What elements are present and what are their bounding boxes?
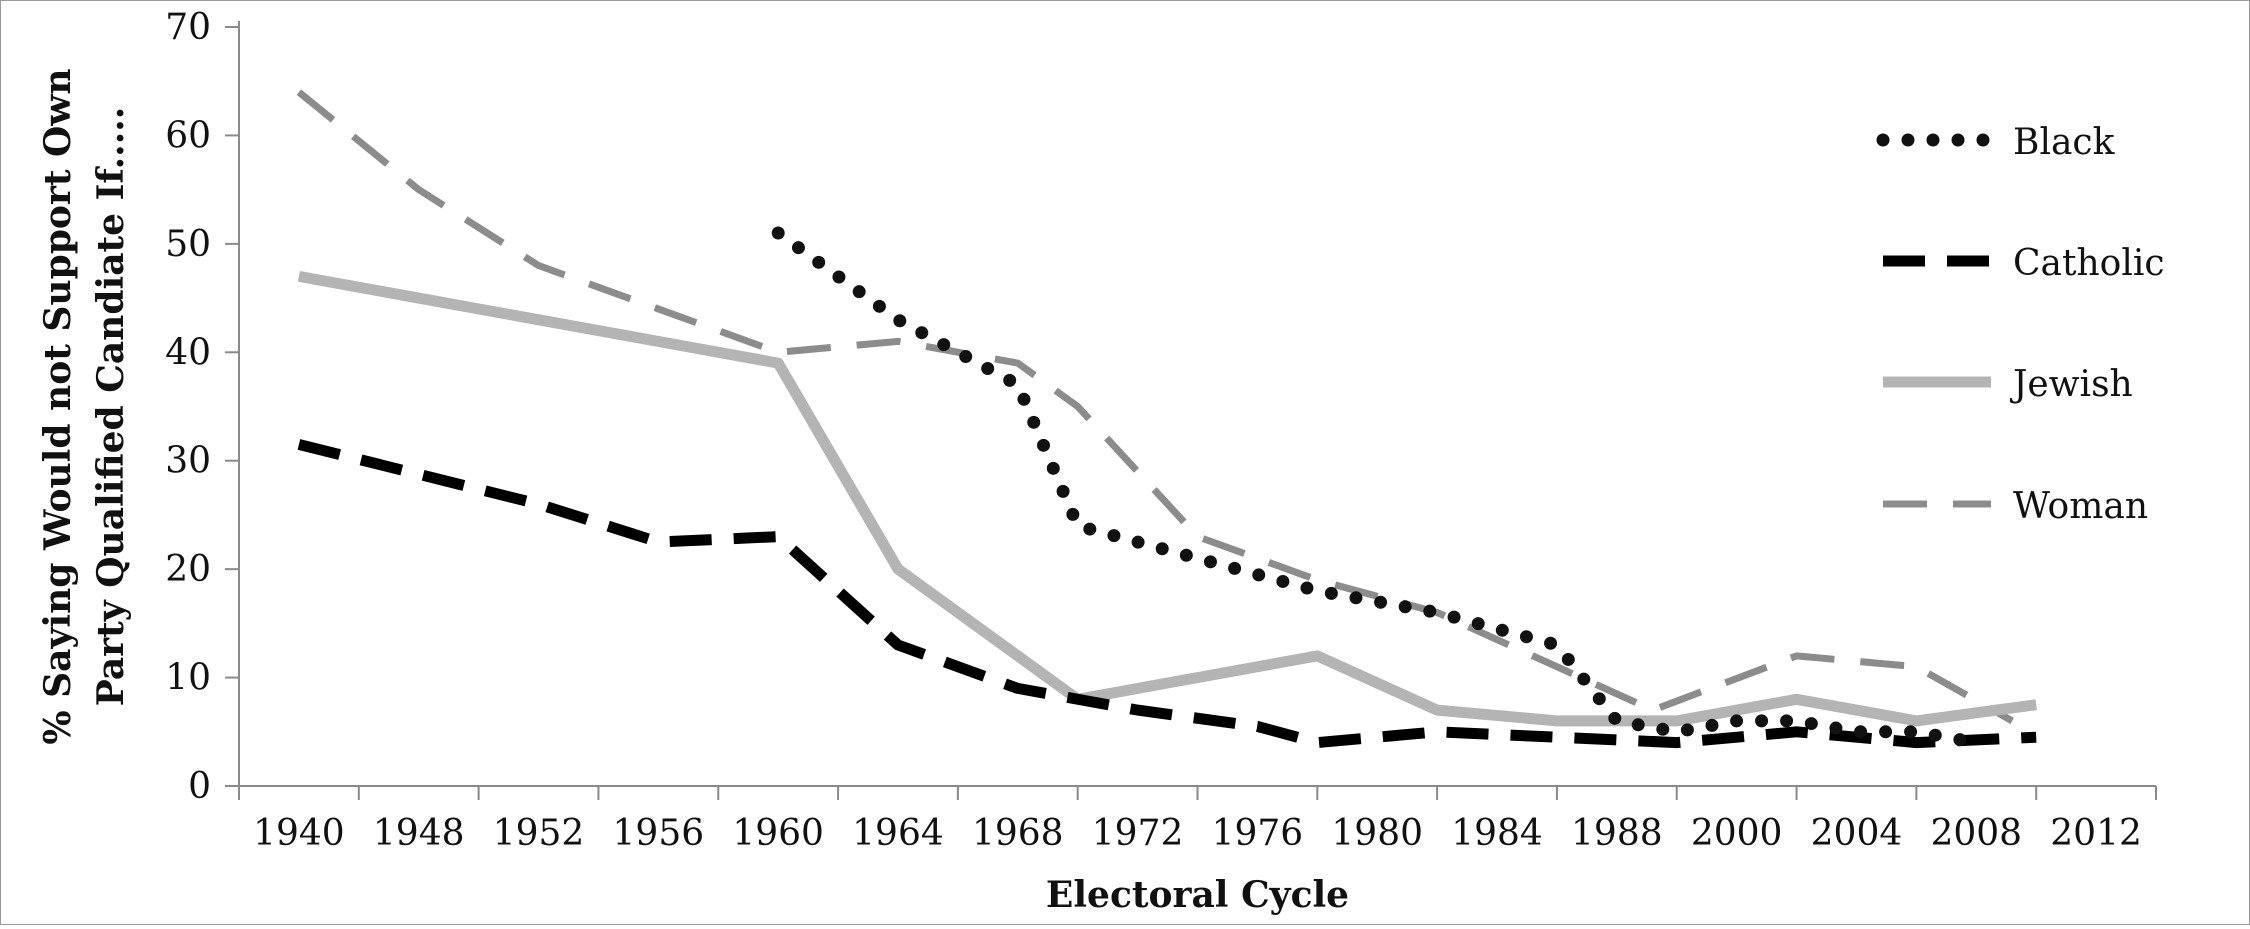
x-tick-label: 1964 bbox=[852, 813, 944, 854]
y-tick-label: 0 bbox=[188, 766, 211, 807]
legend-label-jewish: Jewish bbox=[2009, 364, 2133, 405]
x-tick-label: 1956 bbox=[613, 813, 705, 854]
series-line-catholic bbox=[297, 439, 2037, 749]
x-tick-label: 1952 bbox=[493, 813, 585, 854]
x-tick-label: 1976 bbox=[1212, 813, 1304, 854]
x-tick-label: 1940 bbox=[253, 813, 345, 854]
x-tick-label: 1988 bbox=[1571, 813, 1663, 854]
x-axis-title: Electoral Cycle bbox=[1046, 874, 1349, 916]
y-tick-label: 60 bbox=[165, 115, 211, 156]
series-layer bbox=[296, 89, 2037, 750]
y-axis-title-line1: % Saying Would not Support Own bbox=[37, 68, 79, 744]
y-tick-label: 20 bbox=[165, 549, 211, 590]
x-tick-label: 2004 bbox=[1811, 813, 1903, 854]
y-tick-label: 70 bbox=[165, 7, 211, 48]
x-tick-label: 1980 bbox=[1331, 813, 1423, 854]
legend-label-black: Black bbox=[2013, 122, 2116, 163]
x-tick-label: 1968 bbox=[972, 813, 1064, 854]
y-tick-label: 10 bbox=[165, 658, 211, 699]
series-line-black bbox=[771, 226, 1983, 750]
axes: 0 10 20 30 40 50 60 70 1940 1948 1952 1956 1960 1964 1… bbox=[165, 7, 2157, 854]
x-tick-label: 2012 bbox=[2050, 813, 2142, 854]
axis-titles: Electoral Cycle % Saying Would not Suppor… bbox=[37, 68, 1349, 916]
legend-label-catholic: Catholic bbox=[2013, 243, 2165, 284]
series-line-jewish bbox=[297, 270, 2037, 727]
x-tick-label: 1984 bbox=[1451, 813, 1543, 854]
series-line-woman bbox=[296, 89, 2014, 724]
legend: Black Catholic Jewish Woman bbox=[1876, 122, 2165, 527]
x-tick-label: 1972 bbox=[1092, 813, 1184, 854]
y-tick-label: 50 bbox=[165, 224, 211, 265]
y-axis-title-line2: Party Qualified Candiate If..... bbox=[90, 107, 132, 707]
y-tick-label: 30 bbox=[165, 441, 211, 482]
x-tick-label: 1960 bbox=[732, 813, 824, 854]
legend-label-woman: Woman bbox=[2013, 486, 2148, 527]
x-tick-label: 1948 bbox=[373, 813, 465, 854]
x-tick-label: 2000 bbox=[1691, 813, 1783, 854]
y-tick-label: 40 bbox=[165, 332, 211, 373]
x-tick-label: 2008 bbox=[1930, 813, 2022, 854]
